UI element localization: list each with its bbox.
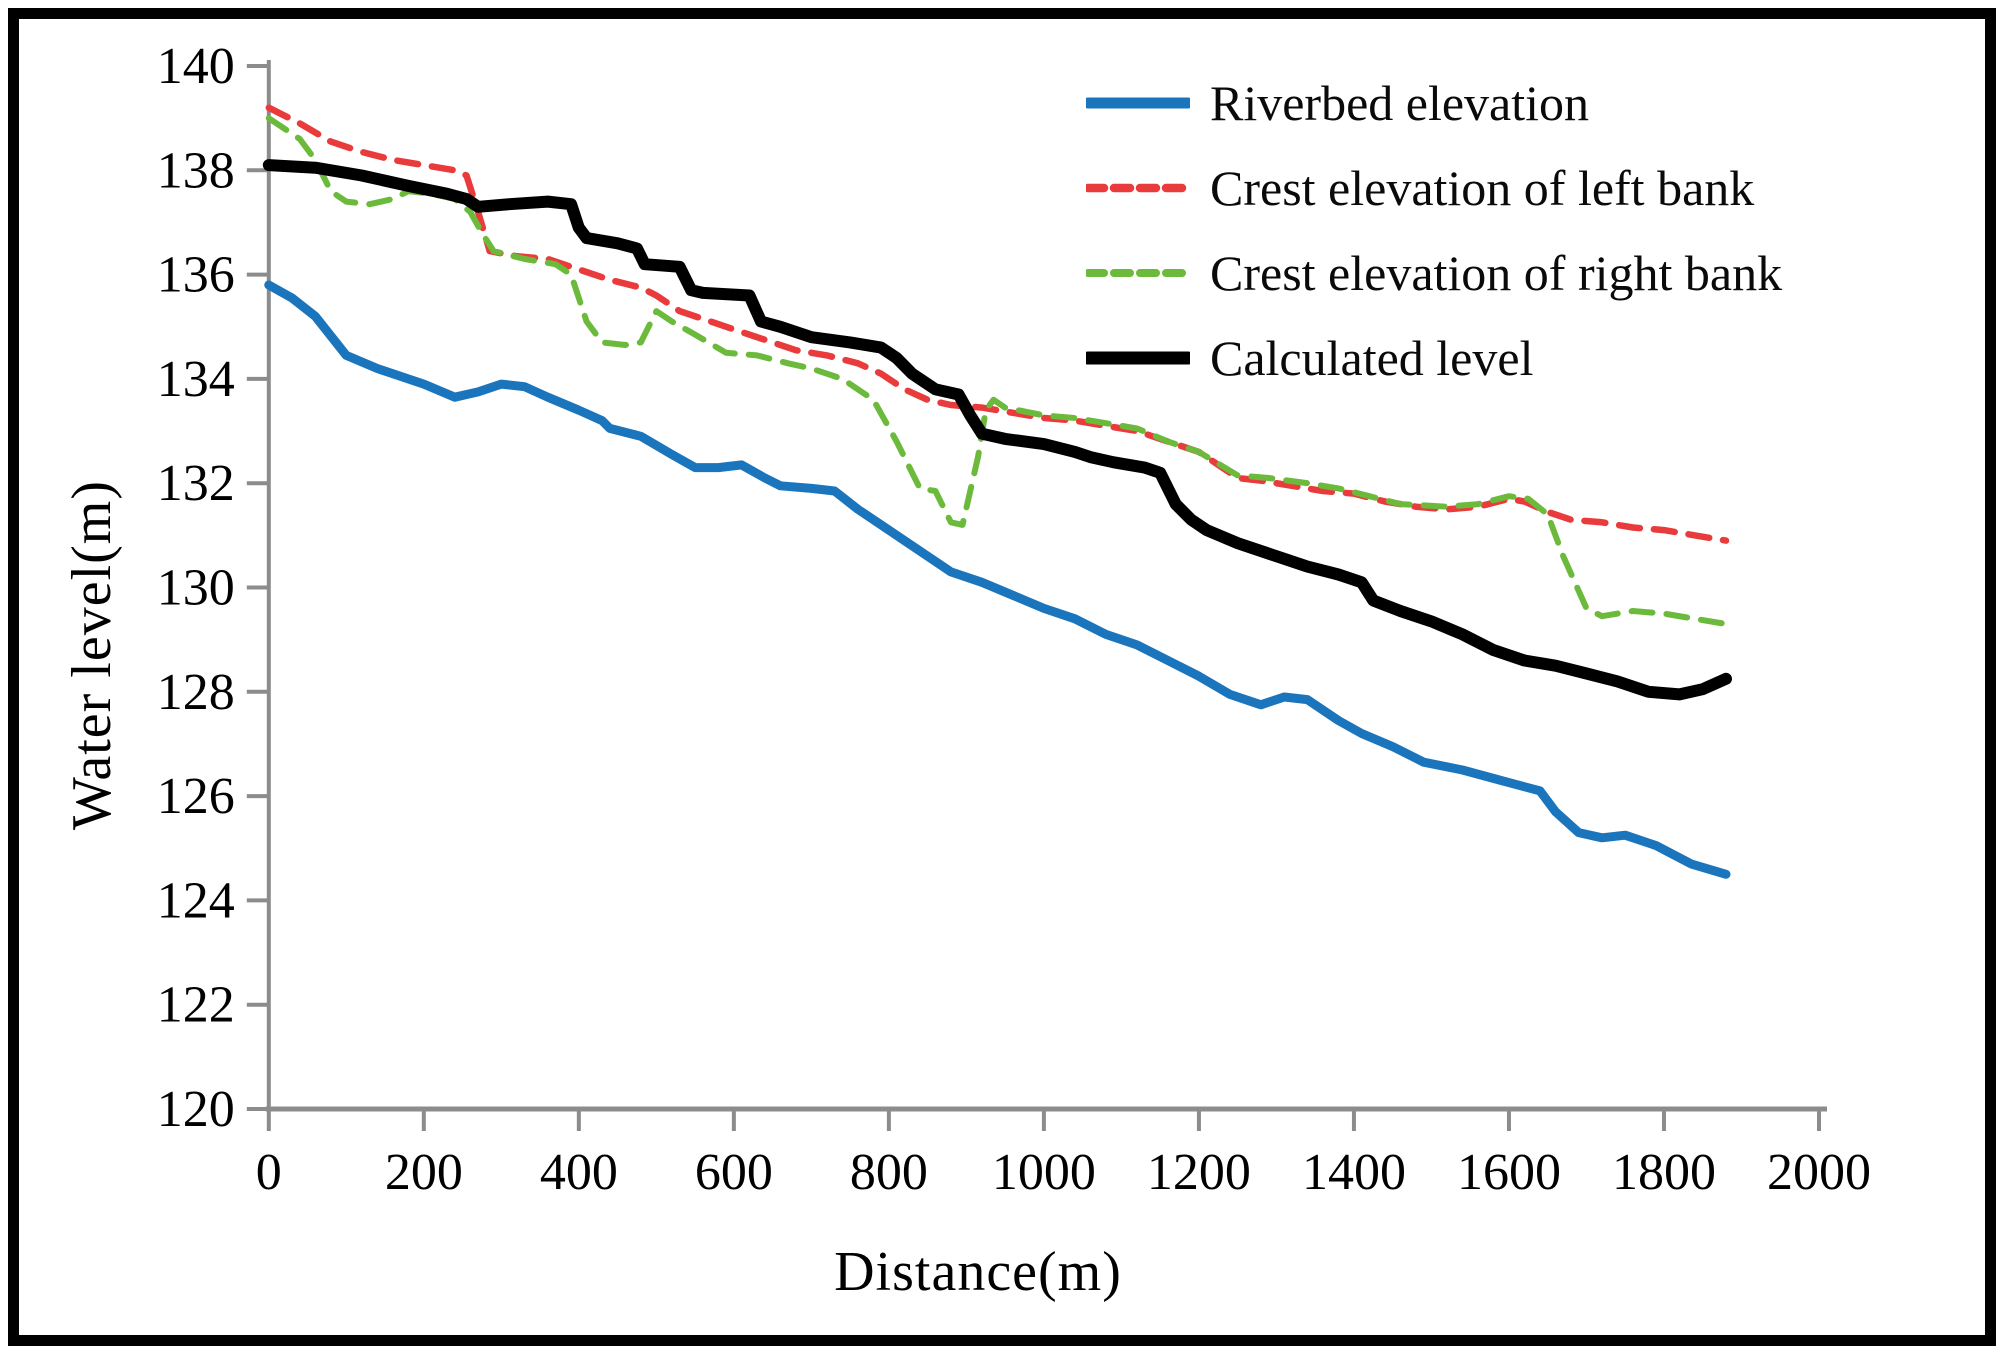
legend-item: Crest elevation of left bank [1086, 145, 1782, 230]
legend: Riverbed elevation Crest elevation of lef… [1086, 60, 1782, 400]
legend-swatch-dashed-line [1086, 183, 1190, 192]
x-tick-label: 600 [695, 1144, 773, 1201]
x-tick-label: 1200 [1147, 1144, 1251, 1201]
y-tick-label: 124 [157, 872, 235, 929]
x-tick-label: 1600 [1457, 1144, 1561, 1201]
legend-swatch-solid-line [1086, 97, 1190, 108]
x-tick-label: 1000 [992, 1144, 1096, 1201]
y-tick-label: 140 [157, 38, 235, 95]
x-tick-label: 200 [385, 1144, 463, 1201]
x-tick-label: 1400 [1302, 1144, 1406, 1201]
legend-label: Calculated level [1210, 329, 1534, 386]
y-tick-label: 128 [157, 664, 235, 721]
y-tick-label: 132 [157, 455, 235, 512]
series-line-crest-elevation-of-right-bank [265, 115, 1729, 627]
y-tick-label: 122 [157, 977, 235, 1034]
series-line-crest-elevation-of-left-bank [265, 104, 1730, 544]
y-tick-label: 138 [157, 142, 235, 199]
x-tick-label: 400 [540, 1144, 618, 1201]
series-layer [262, 104, 1732, 879]
legend-label: Riverbed elevation [1210, 74, 1590, 131]
legend-swatch-dashed-line [1086, 268, 1190, 277]
y-tick-label: 126 [157, 768, 235, 825]
legend-label: Crest elevation of right bank [1210, 244, 1783, 301]
x-tick-label: 2000 [1767, 1144, 1871, 1201]
x-tick-label: 0 [256, 1144, 282, 1201]
y-tick-label: 130 [157, 560, 235, 617]
legend-item: Crest elevation of right bank [1086, 230, 1782, 315]
legend-item: Riverbed elevation [1086, 60, 1782, 145]
legend-swatch-solid-line [1086, 351, 1190, 364]
legend-label: Crest elevation of left bank [1210, 159, 1755, 216]
y-axis-title: Water level(m) [61, 480, 123, 830]
x-axis-title: Distance(m) [834, 1241, 1122, 1303]
x-tick-label: 1800 [1612, 1144, 1716, 1201]
series-line-riverbed-elevation [264, 280, 1731, 879]
legend-item: Calculated level [1086, 315, 1782, 400]
series-line-calculated-level [262, 159, 1732, 701]
x-tick-label: 800 [850, 1144, 928, 1201]
y-tick-label: 136 [157, 247, 235, 304]
y-tick-label: 134 [157, 351, 235, 408]
y-tick-label: 120 [157, 1081, 235, 1138]
